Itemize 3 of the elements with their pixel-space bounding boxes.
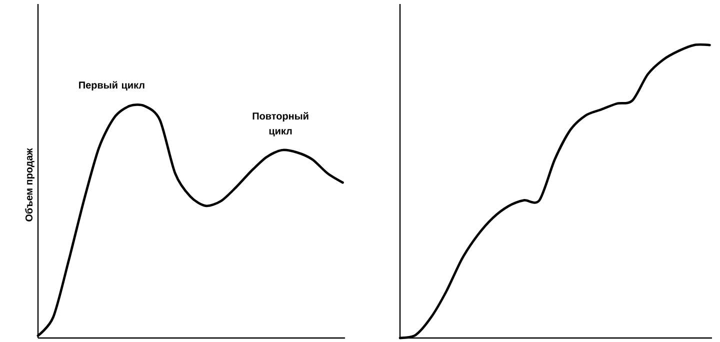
annotation: Повторный цикл bbox=[252, 112, 308, 136]
y-axis-title: Объем продаж bbox=[25, 148, 34, 222]
text: Первый цикл bbox=[79, 81, 144, 91]
